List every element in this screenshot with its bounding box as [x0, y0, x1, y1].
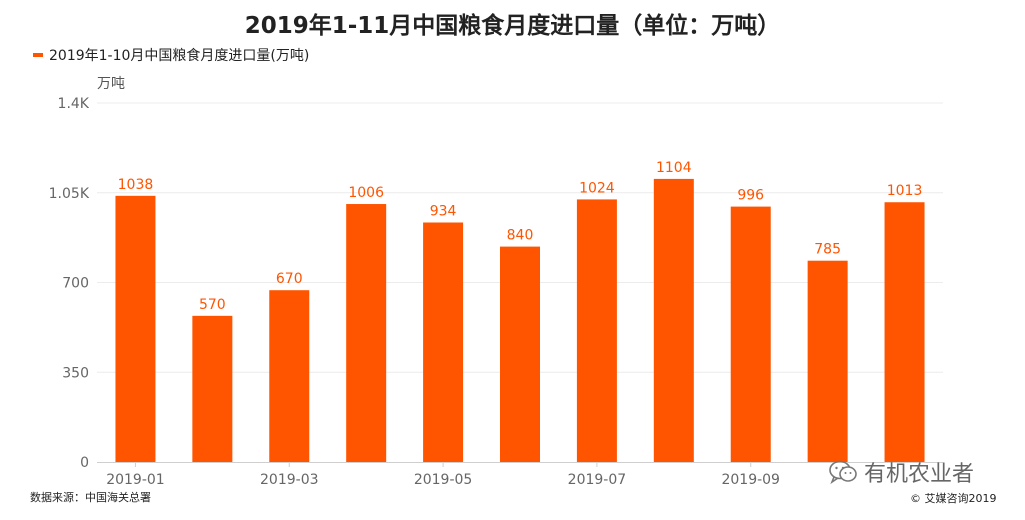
y-tick-label: 350	[62, 365, 89, 381]
bar	[653, 178, 694, 462]
bar	[423, 222, 464, 462]
y-tick-label: 1.4K	[58, 96, 90, 112]
x-tick-label: 2019-03	[260, 472, 319, 488]
bar	[500, 246, 540, 462]
bar	[269, 290, 310, 462]
data-label: 1038	[118, 177, 154, 193]
x-tick-label: 2019-07	[568, 472, 627, 488]
y-tick-label: 700	[62, 276, 89, 292]
watermark: 有机农业者	[828, 456, 974, 488]
data-label: 670	[276, 271, 303, 287]
x-tick-label: 2019-09	[721, 472, 780, 488]
y-tick-label: 1.05K	[49, 186, 90, 202]
bar	[192, 315, 233, 462]
x-tick-label: 2019-01	[106, 472, 165, 488]
watermark-text: 有机农业者	[864, 462, 975, 487]
data-label: 1006	[348, 185, 384, 201]
data-label: 570	[199, 297, 226, 313]
x-tick-label: 2019-05	[414, 472, 473, 488]
data-label: 1013	[887, 183, 923, 199]
data-label: 996	[737, 188, 764, 204]
wechat-icon	[829, 460, 857, 485]
y-tick-label: 0	[80, 455, 89, 471]
copyright: © 艾媒咨询2019	[910, 492, 997, 505]
bar	[884, 202, 925, 462]
data-source: 数据来源：中国海关总署	[30, 491, 151, 504]
bar	[576, 199, 617, 462]
legend[interactable]: 2019年1-10月中国粮食月度进口量(万吨)	[33, 45, 309, 65]
bar	[730, 206, 771, 462]
data-label: 785	[814, 242, 841, 258]
bar	[346, 204, 387, 463]
bar	[115, 195, 156, 462]
y-axis-unit-label: 万吨	[97, 76, 125, 92]
chart-title: 2019年1-11月中国粮食月度进口量（单位：万吨）	[244, 13, 781, 39]
bar	[807, 260, 848, 462]
data-label: 1024	[579, 180, 615, 196]
legend-label: 2019年1-10月中国粮食月度进口量(万吨)	[49, 48, 310, 64]
legend-swatch	[33, 53, 43, 57]
data-label: 934	[430, 203, 457, 219]
data-label: 840	[507, 228, 534, 244]
data-label: 1104	[656, 160, 692, 176]
